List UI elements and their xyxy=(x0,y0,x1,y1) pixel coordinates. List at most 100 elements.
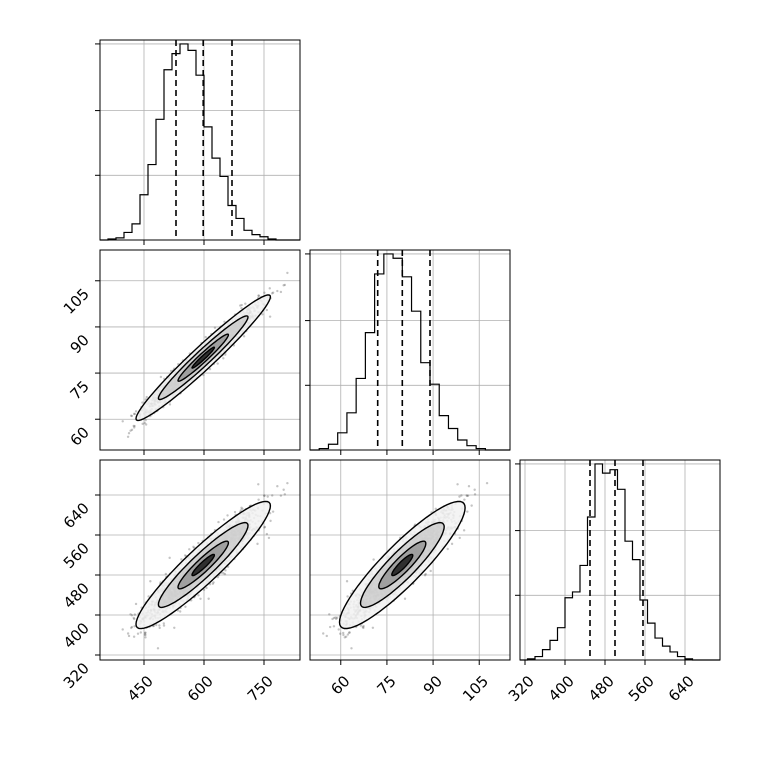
sample-point-1-0-1528 xyxy=(239,304,242,307)
sample-point-2-0-1428 xyxy=(126,632,130,635)
histogram-1 xyxy=(310,253,510,451)
sample-point-1-0-1279 xyxy=(223,320,226,324)
sample-point-2-0-1020 xyxy=(282,488,285,491)
sample-point-2-0-143 xyxy=(184,605,187,608)
sample-point-1-0-399 xyxy=(159,375,163,379)
sample-point-1-0-782 xyxy=(144,423,148,426)
sample-point-2-1-847 xyxy=(458,495,461,498)
sample-point-1-0-1148 xyxy=(169,369,173,373)
sample-point-2-1-995 xyxy=(467,484,471,488)
sample-point-1-0-160 xyxy=(132,424,135,428)
sample-point-1-0-172 xyxy=(240,306,243,310)
panel-2-1: 60 75 90 105 xyxy=(309,459,511,705)
sample-point-2-0-1325 xyxy=(256,542,259,546)
sample-point-2-0-1642 xyxy=(257,498,260,501)
sample-point-2-0-995 xyxy=(276,484,279,488)
sample-point-1-0-596 xyxy=(133,424,136,428)
histogram-0 xyxy=(100,43,300,241)
sample-point-2-0-552 xyxy=(130,614,134,617)
sample-point-2-1-1288 xyxy=(372,558,375,561)
sample-point-2-0-859 xyxy=(222,518,226,521)
sample-point-1-0-1266 xyxy=(145,395,148,399)
sample-point-1-0-515 xyxy=(133,426,136,429)
sample-point-2-0-1752 xyxy=(197,594,200,597)
sample-point-1-0-1600 xyxy=(141,401,144,404)
sample-point-2-0-119 xyxy=(156,647,160,650)
sample-point-2-1-362 xyxy=(485,481,489,485)
sample-point-2-1-293 xyxy=(466,494,469,498)
ytick-label-1-1: 75 xyxy=(67,377,93,403)
sample-point-1-0-293 xyxy=(263,291,266,294)
sample-point-2-1-844 xyxy=(424,572,427,576)
sample-point-2-1-782 xyxy=(334,616,337,619)
sample-point-2-0-1424 xyxy=(143,631,147,635)
sample-point-1-0-1642 xyxy=(257,294,260,297)
sample-point-2-1-979 xyxy=(429,569,432,573)
sample-point-2-0-444 xyxy=(197,541,200,545)
sample-point-2-0-280 xyxy=(178,610,182,613)
sample-point-1-0-521 xyxy=(265,308,269,312)
sample-point-2-0-255 xyxy=(121,628,124,631)
ytick-label-2-2: 480 xyxy=(60,579,93,612)
xtick-label-0-2: 750 xyxy=(244,672,277,705)
sample-point-1-0-1264 xyxy=(168,403,172,406)
sample-point-2-0-418 xyxy=(263,525,267,529)
sample-point-2-1-346 xyxy=(342,633,345,637)
sample-point-2-0-0 xyxy=(279,494,283,497)
sample-point-1-0-1154 xyxy=(242,335,246,338)
sample-point-2-1-1007 xyxy=(334,617,338,621)
sample-point-2-0-1061 xyxy=(127,634,131,638)
sample-point-1-0-1020 xyxy=(282,284,285,287)
sample-point-1-0-1061 xyxy=(127,432,131,435)
sample-point-2-0-1262 xyxy=(271,494,274,497)
sample-point-1-0-653 xyxy=(208,367,212,371)
sample-point-2-1-1020 xyxy=(473,488,476,491)
sample-point-2-1-64 xyxy=(403,597,407,600)
sample-point-2-1-126 xyxy=(344,635,348,638)
sample-point-2-0-1492 xyxy=(217,520,220,524)
sample-point-2-0-483 xyxy=(263,526,266,529)
sample-point-1-0-295 xyxy=(257,294,260,298)
sample-point-2-0-1003 xyxy=(222,571,225,575)
sample-point-2-0-1357 xyxy=(155,623,158,627)
sample-point-2-0-1352 xyxy=(241,507,244,511)
sample-point-2-0-534 xyxy=(180,558,183,561)
sample-point-1-0-552 xyxy=(130,414,134,418)
sample-point-2-1-1262 xyxy=(465,494,468,497)
sample-point-1-0-58 xyxy=(129,414,133,417)
sample-point-1-0-1411 xyxy=(268,287,271,290)
sample-point-2-0-1543 xyxy=(263,494,266,497)
sample-point-1-0-462 xyxy=(134,410,138,413)
sample-point-2-0-172 xyxy=(240,506,243,510)
xtick-label-0-0: 450 xyxy=(124,672,157,705)
sample-point-2-1-0 xyxy=(466,494,470,497)
sample-point-2-0-448 xyxy=(147,595,150,598)
sample-point-2-0-186 xyxy=(144,631,147,634)
sample-point-1-0-1046 xyxy=(244,302,247,305)
sample-point-1-0-1003 xyxy=(222,357,225,360)
sample-point-2-0-1031 xyxy=(164,572,168,576)
sample-point-2-1-515 xyxy=(331,617,334,621)
sample-point-2-0-734 xyxy=(158,626,161,630)
sample-point-2-0-346 xyxy=(144,633,147,637)
sample-point-2-1-422 xyxy=(446,547,449,551)
sample-point-2-0-900 xyxy=(192,545,195,549)
sample-point-2-1-502 xyxy=(335,616,339,619)
sample-point-2-0-446 xyxy=(239,509,243,512)
sample-point-2-0-203 xyxy=(162,622,166,625)
sample-point-2-1-448 xyxy=(346,595,349,598)
sample-point-1-0-426 xyxy=(283,283,287,287)
sample-point-1-0-1428 xyxy=(126,435,130,438)
sample-point-1-0-362 xyxy=(286,271,289,275)
sample-point-2-0-869 xyxy=(133,613,137,616)
sample-point-1-0-126 xyxy=(132,412,136,416)
sample-point-2-0-521 xyxy=(265,532,269,536)
sample-point-2-1-920 xyxy=(348,631,351,634)
sample-point-1-0-864 xyxy=(224,353,227,356)
sample-point-2-1-160 xyxy=(332,616,336,620)
panel-0-0 xyxy=(95,39,301,245)
sample-point-2-1-1266 xyxy=(361,625,365,629)
sample-point-2-0-595 xyxy=(168,556,171,560)
